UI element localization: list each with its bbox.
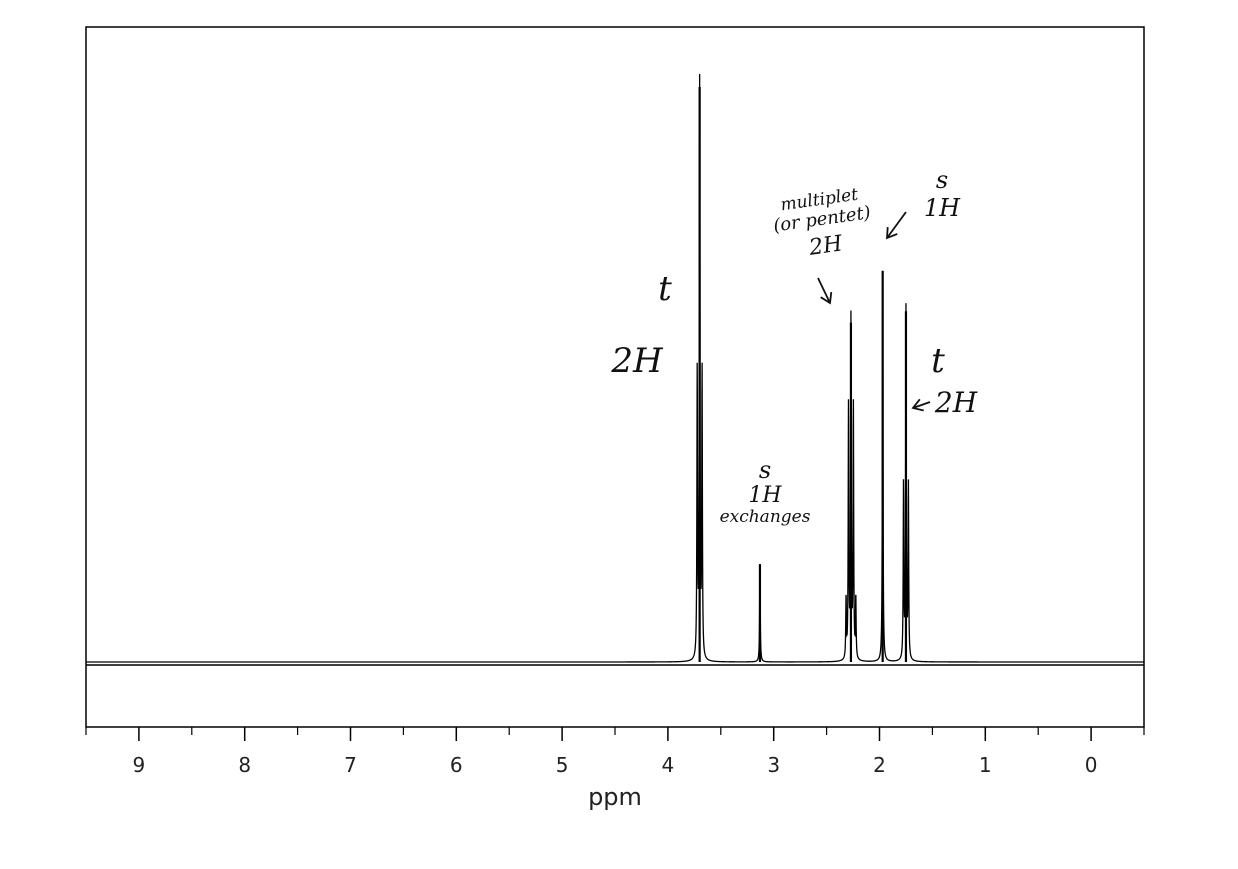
annotation-3-line-1: 1H: [924, 194, 961, 222]
annotation-2-line-2: 2H: [807, 231, 845, 261]
peaks: [698, 87, 908, 662]
x-tick-label-0: 9: [133, 753, 146, 777]
annotation-3-line-0: s: [936, 166, 948, 194]
x-tick-label-2: 7: [344, 753, 357, 777]
annotation-1-line-1: 1H: [748, 483, 782, 508]
arrow-multiplet: [817, 277, 833, 305]
x-tick-label-9: 0: [1085, 753, 1098, 777]
x-tick-label-3: 6: [450, 753, 463, 777]
annotation-4-line-0: t: [931, 341, 945, 381]
annotation-0-line-0: t: [658, 269, 672, 309]
x-tick-label-1: 8: [238, 753, 251, 777]
spectrum-trace: [86, 73, 1144, 663]
x-axis-ticks: 9 8 7 6 5 4 3 2 1 0: [85, 727, 1145, 777]
x-tick-label-4: 5: [556, 753, 569, 777]
x-tick-label-7: 2: [873, 753, 886, 777]
arrow-singlet: [886, 211, 907, 240]
annotation-4-line-1: 2H: [934, 386, 978, 419]
plot-frame: [85, 26, 1145, 728]
x-axis-label: ppm: [588, 783, 642, 811]
x-tick-label-8: 1: [979, 753, 992, 777]
x-tick-label-5: 4: [662, 753, 675, 777]
annotation-0-line-1: 2H: [610, 341, 664, 381]
x-tick-label-6: 3: [767, 753, 780, 777]
annotation-1-line-0: s: [759, 456, 771, 484]
arrow-triplet: [911, 398, 931, 412]
annotation-1-line-2: exchanges: [720, 507, 811, 527]
